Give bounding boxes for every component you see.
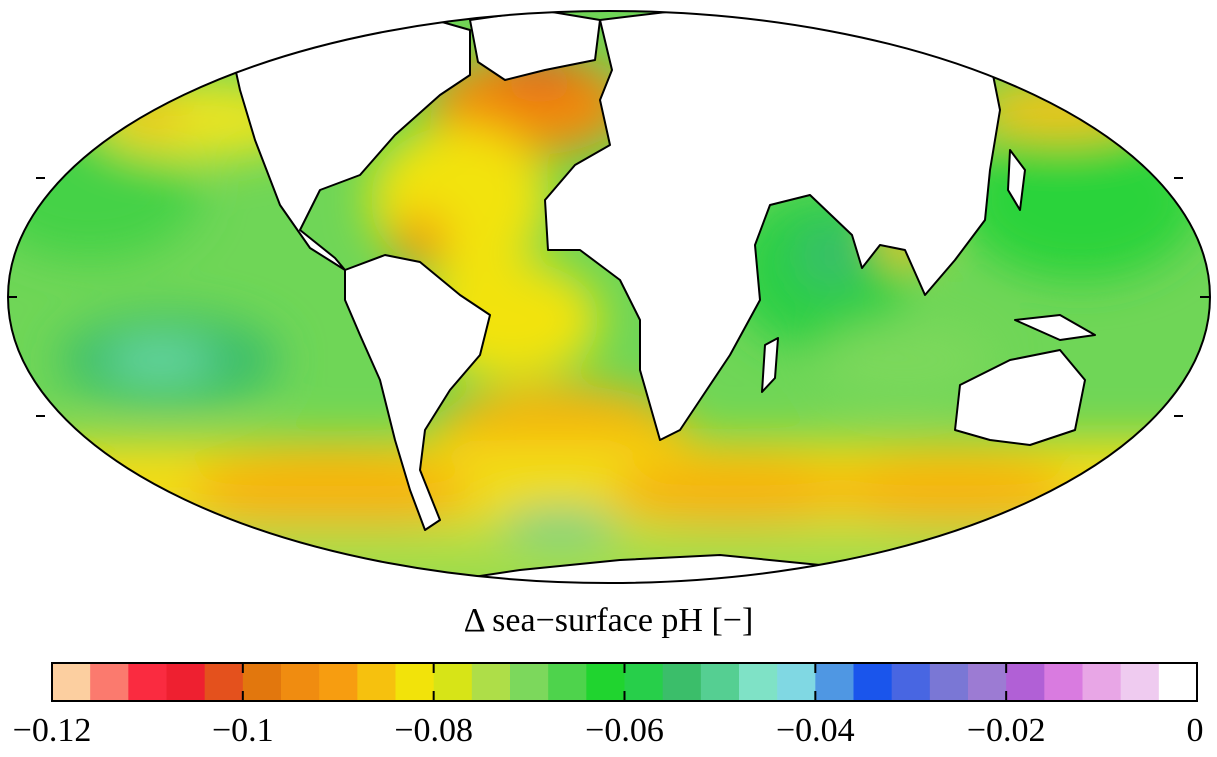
- colorbar-tick-label: 0: [1186, 712, 1204, 749]
- colorbar-swatch: [510, 663, 549, 701]
- colorbar-tick-label: −0.12: [12, 712, 92, 749]
- colorbar: [51, 662, 1198, 702]
- continents: [229, 11, 1096, 583]
- colorbar-tick-label: −0.04: [775, 712, 855, 749]
- australia: [954, 349, 1086, 446]
- colorbar-swatch: [929, 663, 969, 701]
- colorbar-swatch: [586, 663, 625, 701]
- new-guinea: [1014, 314, 1096, 341]
- latitude-ticks: [8, 177, 1209, 417]
- colorbar-ticks: [51, 663, 1198, 701]
- colorbar-title: Δ sea−surface pH [−]: [463, 602, 754, 639]
- colorbar-swatch: [548, 663, 587, 701]
- colorbar-swatch: [166, 663, 206, 701]
- colorbar-swatch: [1044, 663, 1083, 701]
- colorbar-swatch: [319, 663, 358, 701]
- colorbar-swatch: [242, 663, 282, 701]
- north-america: [229, 11, 471, 271]
- colorbar-swatch: [739, 663, 778, 701]
- colorbar-swatches: [52, 663, 1198, 701]
- japan: [1007, 149, 1026, 211]
- colorbar-swatch: [128, 663, 167, 701]
- colorbar-swatch: [815, 663, 854, 701]
- colorbar-tick-label: −0.08: [394, 712, 473, 749]
- colorbar-swatch: [700, 663, 740, 701]
- madagascar: [761, 337, 779, 393]
- colorbar-swatch: [395, 663, 435, 701]
- ocean-ph-map: [7, 10, 1211, 584]
- colorbar-swatch: [1006, 663, 1045, 701]
- colorbar-swatch: [1082, 663, 1122, 701]
- colorbar-swatch: [624, 663, 664, 701]
- colorbar-swatch: [1120, 663, 1160, 701]
- colorbar-swatch: [853, 663, 893, 701]
- colorbar-tick-label: −0.1: [211, 712, 274, 749]
- eurasia-africa: [544, 11, 1001, 441]
- colorbar-tick-label: −0.06: [585, 712, 664, 749]
- colorbar-swatch: [90, 663, 129, 701]
- colorbar-swatch: [777, 663, 816, 701]
- colorbar-swatch: [357, 663, 396, 701]
- colorbar-swatch: [281, 663, 320, 701]
- colorbar-swatch: [891, 663, 931, 701]
- ph-change-field: [8, 11, 1210, 583]
- south-america: [344, 254, 491, 531]
- colorbar-swatch: [204, 663, 244, 701]
- colorbar-swatch: [1158, 663, 1198, 701]
- colorbar-tick-label: −0.02: [966, 712, 1046, 749]
- colorbar-swatch: [433, 663, 473, 701]
- colorbar-swatch: [968, 663, 1007, 701]
- colorbar-swatch: [52, 663, 91, 701]
- colorbar-swatch: [662, 663, 702, 701]
- colorbar-swatch: [471, 663, 511, 701]
